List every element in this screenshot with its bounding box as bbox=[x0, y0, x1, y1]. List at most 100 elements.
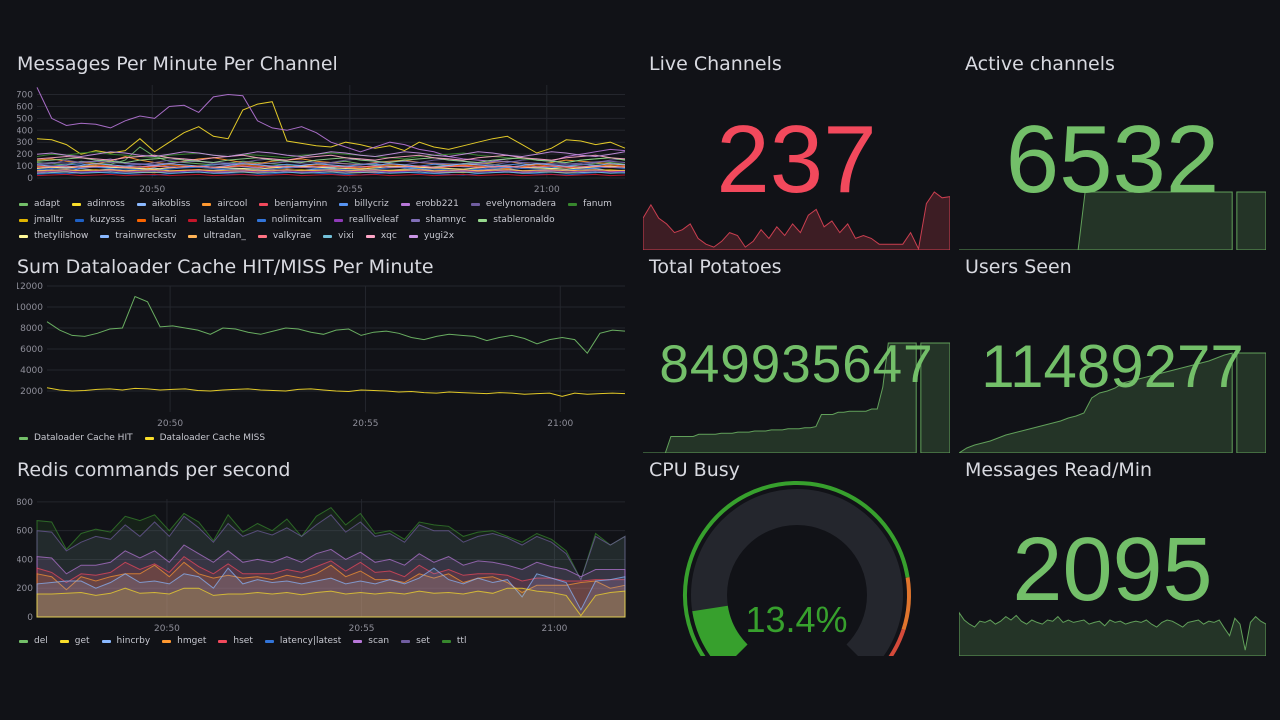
legend-item[interactable]: adinross bbox=[72, 199, 125, 209]
gauge-threshold-ring bbox=[888, 628, 906, 656]
series-area-ttl bbox=[36, 506, 626, 618]
legend-swatch bbox=[19, 639, 28, 643]
panel-title[interactable]: Users Seen bbox=[965, 256, 1072, 278]
legend-item[interactable]: realliveleaf bbox=[333, 215, 399, 225]
legend-item[interactable]: scan bbox=[353, 636, 389, 646]
y-tick-label: 200 bbox=[17, 150, 33, 160]
legend-item[interactable]: lacari bbox=[136, 215, 176, 225]
stat-value: 237 bbox=[716, 106, 877, 213]
panel-title[interactable]: Messages Read/Min bbox=[965, 459, 1153, 481]
legend-swatch bbox=[333, 218, 343, 222]
sparkline-area bbox=[959, 352, 1233, 453]
panel-title[interactable]: Total Potatoes bbox=[649, 256, 782, 278]
legend-item[interactable]: latency|latest bbox=[264, 636, 341, 646]
legend-label: adapt bbox=[34, 199, 60, 209]
legend-swatch bbox=[470, 202, 480, 206]
legend-item[interactable]: Dataloader Cache MISS bbox=[144, 433, 266, 443]
panel-dataloader-cache: Sum Dataloader Cache HIT/MISS Per Minute… bbox=[17, 256, 629, 446]
legend-item[interactable]: valkyrae bbox=[257, 231, 311, 241]
legend-item[interactable]: billycriz bbox=[339, 199, 389, 209]
panel-title[interactable]: Active channels bbox=[965, 53, 1115, 75]
legend-item[interactable]: vixi bbox=[323, 231, 354, 241]
legend-item[interactable]: trainwreckstv bbox=[100, 231, 176, 241]
legend-label: scan bbox=[368, 636, 390, 646]
redis-chart[interactable]: 800 600 400 200 0 20:50 20:55 21:00 bbox=[17, 495, 629, 635]
legend-item[interactable]: jmalltr bbox=[19, 215, 63, 225]
panel-title[interactable]: Redis commands per second bbox=[17, 459, 291, 481]
legend-item[interactable]: del bbox=[19, 636, 48, 646]
sparkline-area bbox=[643, 342, 917, 453]
legend-item[interactable]: get bbox=[59, 636, 90, 646]
legend-item[interactable]: adapt bbox=[19, 199, 60, 209]
legend-swatch bbox=[568, 202, 578, 206]
panel-title[interactable]: Sum Dataloader Cache HIT/MISS Per Minute bbox=[17, 256, 434, 278]
legend-item[interactable]: lastaldan bbox=[188, 215, 245, 225]
stat-users-seen: Users Seen 11489277 bbox=[959, 256, 1266, 453]
dataloader-chart[interactable]: 12000 10000 8000 6000 4000 2000 20:50 20:55 21:0… bbox=[17, 282, 629, 430]
legend-item[interactable]: thetylilshow bbox=[19, 231, 88, 241]
legend-item[interactable]: fanum bbox=[568, 199, 612, 209]
y-tick-label: 600 bbox=[17, 527, 33, 537]
y-tick-label: 400 bbox=[17, 555, 33, 565]
chart-legend: Dataloader Cache HIT Dataloader Cache MIS… bbox=[19, 433, 629, 443]
stat-value: 11489277 bbox=[981, 333, 1244, 400]
legend-label: aikobliss bbox=[151, 199, 191, 209]
legend-item[interactable]: aircool bbox=[202, 199, 247, 209]
y-tick-label: 800 bbox=[17, 498, 33, 508]
legend-swatch bbox=[162, 639, 172, 643]
legend-label: set bbox=[416, 636, 430, 646]
series-line-Dataloader Cache HIT bbox=[46, 295, 626, 355]
y-tick-label: 100 bbox=[17, 162, 33, 172]
series-line-adinross bbox=[36, 101, 626, 155]
sparkline-area bbox=[959, 611, 1266, 656]
legend-item[interactable]: evelynomadera bbox=[470, 199, 556, 209]
legend-swatch bbox=[257, 234, 267, 238]
stat-total-potatoes: Total Potatoes 849935647 bbox=[643, 256, 950, 453]
legend-item[interactable]: stableronaldo bbox=[478, 215, 555, 225]
stat-value: 6532 bbox=[1005, 106, 1220, 213]
legend-label: hset bbox=[233, 636, 253, 646]
sparkline-area bbox=[1236, 191, 1266, 250]
legend-item[interactable]: hset bbox=[218, 636, 253, 646]
legend-item[interactable]: xqc bbox=[365, 231, 397, 241]
legend-item[interactable]: hincrby bbox=[101, 636, 150, 646]
panel-messages-per-minute: Messages Per Minute Per Channel 700 600 50… bbox=[17, 53, 629, 243]
legend-item[interactable]: benjamyinn bbox=[259, 199, 327, 209]
series-line-fanum bbox=[36, 151, 626, 164]
y-tick-label: 8000 bbox=[20, 324, 43, 334]
legend-swatch bbox=[101, 639, 111, 643]
panel-title[interactable]: Messages Per Minute Per Channel bbox=[17, 53, 338, 75]
sparkline-area bbox=[643, 191, 950, 250]
legend-item[interactable]: aikobliss bbox=[136, 199, 191, 209]
legend-swatch bbox=[19, 234, 28, 238]
legend-swatch bbox=[188, 218, 198, 222]
legend-swatch bbox=[144, 436, 154, 440]
x-tick-label: 20:50 bbox=[139, 185, 165, 195]
legend-label: billycriz bbox=[354, 199, 389, 209]
legend-item[interactable]: erobb221 bbox=[400, 199, 459, 209]
panel-title[interactable]: CPU Busy bbox=[649, 459, 740, 481]
legend-item[interactable]: set bbox=[401, 636, 430, 646]
y-tick-label: 300 bbox=[17, 138, 33, 148]
legend-label: adinross bbox=[87, 199, 125, 209]
y-tick-label: 200 bbox=[17, 584, 33, 594]
legend-label: kuzysss bbox=[90, 215, 125, 225]
legend-item[interactable]: yugi2x bbox=[408, 231, 454, 241]
legend-item[interactable]: ultradan_ bbox=[188, 231, 246, 241]
legend-swatch bbox=[259, 202, 269, 206]
series-area-hmget bbox=[36, 561, 626, 618]
legend-item[interactable]: hmget bbox=[162, 636, 206, 646]
sparkline-area bbox=[959, 191, 1233, 250]
sparkline bbox=[643, 342, 950, 453]
legend-item[interactable]: Dataloader Cache HIT bbox=[19, 433, 133, 443]
legend-swatch bbox=[19, 202, 28, 206]
legend-label: Dataloader Cache MISS bbox=[159, 433, 266, 443]
legend-swatch bbox=[59, 639, 69, 643]
legend-item[interactable]: kuzysss bbox=[75, 215, 125, 225]
legend-item[interactable]: ttl bbox=[441, 636, 466, 646]
legend-label: fanum bbox=[583, 199, 612, 209]
panel-title[interactable]: Live Channels bbox=[649, 53, 782, 75]
legend-item[interactable]: nolimitcam bbox=[256, 215, 322, 225]
legend-item[interactable]: shamnyc bbox=[410, 215, 466, 225]
